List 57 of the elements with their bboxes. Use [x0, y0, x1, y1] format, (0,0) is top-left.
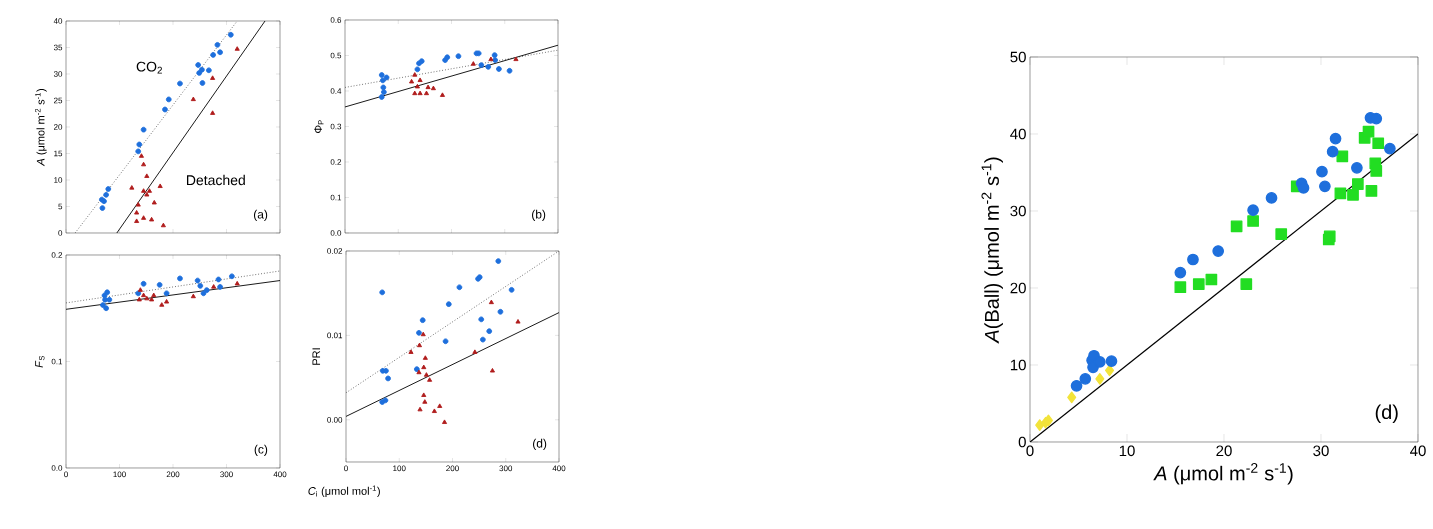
y-tick-label: 0.0 — [330, 230, 342, 236]
annotation: (d) — [533, 438, 547, 451]
y-tick-label: 30 — [53, 71, 63, 77]
y-tick-label: 20 — [53, 124, 63, 130]
x-tick-label: 300 — [220, 471, 233, 478]
y-tick-label: 0.4 — [330, 88, 342, 94]
y-tick-label: 0 — [58, 230, 63, 236]
annotation: (d) — [1375, 404, 1398, 424]
y-tick-label: 0.01 — [327, 332, 343, 339]
x-tick-label: 0 — [344, 465, 348, 472]
y-tick-label: 0.1 — [51, 358, 63, 365]
y-axis-title: PRI — [312, 348, 321, 365]
y-tick-label: 5 — [58, 203, 63, 210]
x-tick-label: 400 — [552, 465, 566, 472]
y-tick-label: 40 — [1010, 128, 1026, 140]
y-tick-label: 40 — [53, 18, 63, 24]
y-tick-label: 35 — [53, 44, 63, 51]
x-tick-label: 300 — [499, 465, 513, 472]
y-tick-label: 30 — [1010, 205, 1026, 217]
y-tick-label: 0.5 — [330, 52, 342, 59]
annotation: (b) — [532, 209, 546, 221]
annotation: Detached — [186, 174, 245, 186]
x-tick-label: 20 — [1216, 445, 1232, 457]
y-tick-label: 25 — [53, 97, 63, 104]
x-axis-title: A (μmol m$^{-2}$ s$^{-1}$) — [1153, 462, 1293, 485]
annotation: CO$_{2}$ — [136, 61, 162, 74]
x-tick-label: 0 — [1026, 445, 1034, 457]
y-axis-title: A(Ball) (μmol m$^{-2}$ s$^{-1}$) — [981, 157, 1003, 344]
y-tick-label: 0.0 — [51, 465, 63, 471]
x-tick-label: 40 — [1410, 445, 1426, 457]
y-axis-title: A (μmol m$^{-2}$ s$^{-1}$) — [35, 89, 47, 167]
y-tick-label: 0.02 — [327, 248, 343, 254]
y-tick-label: 0 — [1018, 436, 1026, 448]
y-tick-label: 20 — [1010, 282, 1026, 294]
x-tick-label: 10 — [1119, 445, 1135, 457]
y-tick-label: 0.6 — [330, 17, 342, 23]
annotation: (a) — [253, 209, 268, 221]
annotation: (c) — [254, 444, 268, 456]
x-tick-label: 30 — [1313, 445, 1329, 457]
y-tick-label: 0.2 — [330, 159, 342, 165]
x-tick-label: 200 — [446, 465, 459, 472]
y-tick-label: 10 — [54, 177, 63, 183]
y-tick-label: 0.1 — [330, 194, 342, 201]
x-tick-label: 100 — [113, 471, 126, 478]
x-tick-label: 0 — [64, 471, 68, 478]
y-tick-label: 0.2 — [51, 252, 63, 258]
y-tick-label: 0.00 — [327, 416, 343, 423]
y-axis-title: F$_{S}$ — [35, 355, 45, 368]
y-axis-title: Φ$_{P}$ — [314, 120, 324, 134]
x-axis-title: C$_{i}$ (μmol mol$^{-1}$) — [308, 485, 380, 498]
x-tick-label: 400 — [273, 471, 287, 478]
x-tick-label: 200 — [166, 471, 180, 478]
y-tick-label: 0.3 — [330, 123, 342, 130]
y-tick-label: 15 — [54, 150, 63, 157]
x-tick-label: 100 — [393, 465, 406, 472]
y-tick-label: 50 — [1010, 51, 1026, 63]
y-tick-label: 10 — [1010, 359, 1026, 371]
